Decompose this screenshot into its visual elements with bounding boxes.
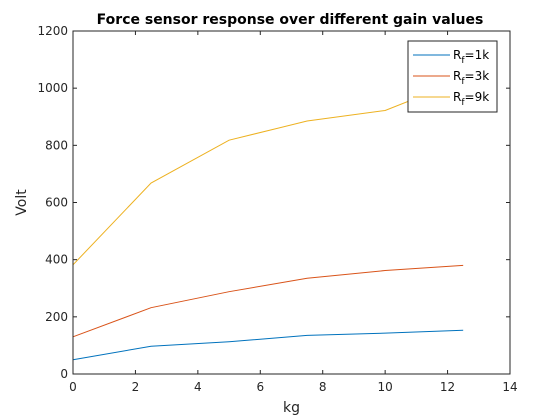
series-line-1 [72, 329, 464, 361]
x-tick-label: 14 [502, 380, 517, 394]
legend: Rf=1k Rf=3k Rf=9k [407, 40, 498, 113]
y-tick-label: 200 [45, 310, 68, 324]
y-tick-label: 600 [45, 196, 68, 210]
axes-layer: 0 2 4 6 8 10 12 14 0 200 400 600 800 1000 1200 [37, 24, 517, 394]
chart-title: Force sensor response over different gai… [97, 12, 484, 28]
x-tick-label: 6 [256, 380, 264, 394]
x-tick-label: 2 [132, 380, 140, 394]
legend-label-3: Rf=9k [453, 90, 489, 108]
x-tick-label: 0 [69, 380, 77, 394]
series-layer [72, 79, 464, 361]
x-tick-label: 10 [378, 380, 393, 394]
y-axis-label: Volt [14, 189, 30, 216]
series-line-2 [72, 264, 464, 338]
legend-label-2: Rf=3k [453, 69, 489, 87]
x-tick-label: 8 [319, 380, 327, 394]
y-tick-label: 0 [60, 367, 68, 381]
x-axis-label: kg [283, 400, 300, 416]
y-tick-label: 1200 [37, 24, 68, 38]
y-tick-label: 1000 [37, 81, 68, 95]
x-tick-label: 4 [194, 380, 202, 394]
x-tick-label: 12 [440, 380, 455, 394]
legend-label-1: Rf=1k [453, 48, 489, 66]
y-tick-label: 400 [45, 253, 68, 267]
y-tick-label: 800 [45, 138, 68, 152]
series-line-3 [72, 79, 464, 266]
